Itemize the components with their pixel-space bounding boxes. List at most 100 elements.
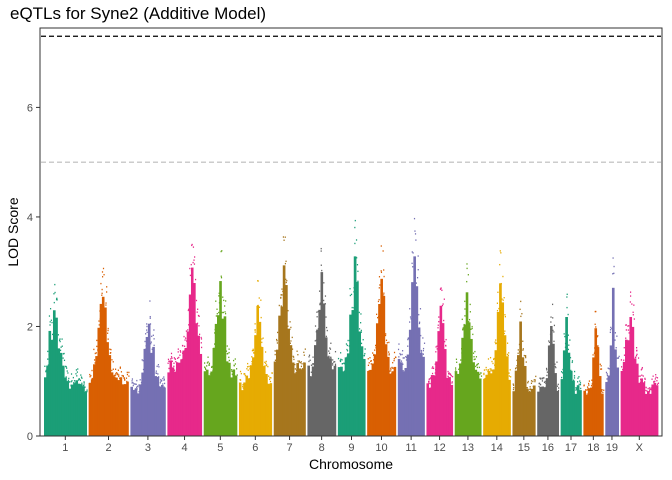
marker-point	[325, 335, 327, 338]
marker-point	[609, 329, 612, 331]
marker-point	[163, 382, 166, 385]
marker-point	[417, 268, 419, 271]
marker-point	[443, 298, 445, 300]
marker-point	[435, 346, 437, 348]
marker-point	[529, 390, 531, 393]
marker-point	[438, 320, 440, 323]
marker-point	[291, 348, 294, 350]
marker-point	[400, 354, 402, 356]
marker-point	[150, 342, 152, 345]
marker-point	[636, 350, 638, 352]
marker-point	[71, 380, 73, 382]
marker-point	[461, 318, 463, 321]
marker-point	[491, 370, 493, 372]
marker-point	[450, 375, 452, 377]
marker-band	[182, 350, 185, 436]
marker-point	[284, 262, 287, 265]
marker-point	[83, 382, 85, 384]
marker-point	[323, 299, 325, 302]
marker-point	[96, 345, 98, 348]
marker-point	[372, 359, 375, 361]
marker-point	[193, 263, 196, 265]
marker-point	[591, 379, 593, 381]
marker-point	[346, 350, 349, 352]
chromosome-13-points	[454, 263, 483, 436]
marker-point	[402, 363, 404, 365]
marker-point	[383, 294, 385, 296]
marker-band	[426, 383, 430, 436]
marker-point	[639, 375, 641, 377]
marker-band	[552, 343, 555, 436]
marker-point	[533, 379, 535, 381]
marker-point	[296, 350, 298, 352]
marker-point	[468, 318, 471, 321]
marker-point	[197, 308, 199, 310]
marker-band	[514, 370, 518, 436]
marker-point	[152, 334, 154, 337]
marker-band	[556, 390, 560, 436]
marker-band	[333, 365, 337, 436]
marker-band	[73, 383, 76, 436]
marker-point	[117, 369, 119, 371]
marker-band	[450, 384, 454, 436]
marker-point	[163, 386, 165, 388]
marker-point	[372, 352, 374, 354]
marker-point	[606, 374, 609, 377]
marker-band	[156, 376, 160, 436]
marker-point	[295, 372, 297, 374]
marker-band	[413, 256, 416, 436]
marker-point	[192, 261, 194, 264]
marker-point	[377, 316, 379, 319]
marker-point	[405, 355, 407, 358]
marker-point	[484, 377, 486, 380]
marker-band	[351, 310, 355, 436]
marker-point	[512, 388, 515, 391]
marker-band	[349, 314, 352, 436]
marker-point	[654, 380, 656, 383]
marker-point	[234, 363, 236, 365]
marker-band	[282, 265, 286, 436]
marker-band	[311, 366, 315, 436]
marker-band	[391, 371, 394, 436]
marker-point	[430, 387, 432, 389]
marker-band	[243, 382, 246, 436]
marker-point	[625, 337, 627, 339]
marker-point	[70, 380, 72, 383]
chromosome-18-points	[583, 310, 605, 436]
marker-band	[560, 379, 564, 436]
marker-point	[171, 357, 173, 359]
marker-band	[353, 256, 357, 436]
marker-point	[248, 365, 250, 368]
marker-point	[476, 364, 478, 366]
marker-point	[45, 370, 47, 373]
marker-point	[489, 356, 492, 359]
marker-point	[126, 380, 128, 383]
marker-point	[648, 390, 651, 393]
marker-point	[195, 299, 198, 302]
marker-point	[47, 350, 49, 353]
marker-point	[480, 375, 483, 377]
marker-point	[540, 377, 542, 380]
marker-point	[121, 374, 123, 377]
marker-band	[435, 361, 438, 436]
marker-point	[187, 309, 189, 312]
marker-point	[330, 342, 332, 344]
marker-band	[145, 336, 149, 436]
marker-band	[474, 369, 478, 436]
marker-point	[642, 375, 644, 377]
marker-band	[605, 381, 608, 436]
marker-point	[328, 350, 330, 352]
marker-band	[163, 387, 166, 436]
x-tick-label-19: 19	[606, 442, 618, 454]
marker-point	[206, 362, 208, 364]
marker-band	[598, 376, 602, 436]
marker-point	[276, 342, 278, 344]
marker-point	[254, 331, 256, 333]
marker-point	[418, 313, 420, 316]
marker-band	[190, 267, 194, 436]
marker-point	[168, 360, 170, 363]
marker-point	[120, 371, 123, 373]
marker-point	[509, 369, 511, 371]
marker-point	[125, 377, 128, 379]
marker-point	[548, 340, 550, 342]
